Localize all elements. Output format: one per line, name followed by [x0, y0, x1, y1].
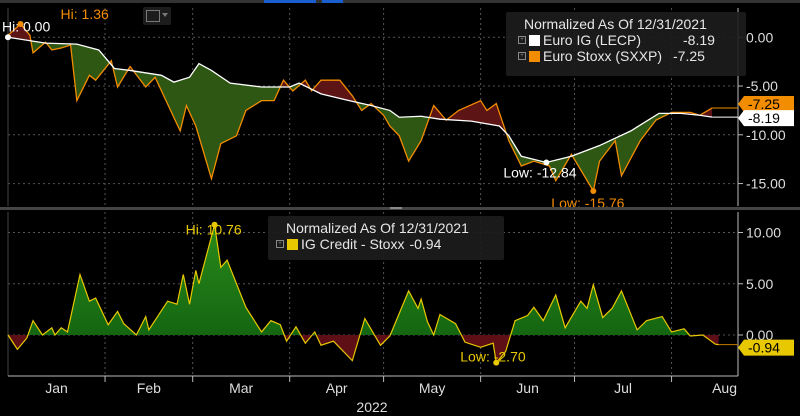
extreme-marker	[17, 20, 24, 27]
extreme-marker	[543, 159, 550, 166]
extreme-label: Low: -12.84	[503, 164, 576, 180]
expand-icon[interactable]: +	[518, 36, 526, 44]
x-tick-label: Feb	[137, 380, 161, 396]
extreme-label: Low: -2.70	[460, 349, 526, 365]
legend-label: Euro IG (LECP)	[543, 32, 642, 48]
chevron-down-icon	[162, 13, 168, 17]
extreme-label: Hi: 0.00	[2, 18, 50, 34]
x-tick-label: Jun	[516, 380, 539, 396]
x-tick-label: Jan	[45, 380, 68, 396]
extreme-marker	[590, 187, 597, 194]
legend-item-euro-ig[interactable]: + Euro IG (LECP) -8.19	[518, 32, 746, 48]
x-tick-label: Mar	[229, 380, 253, 396]
y-tick-label: -15.00	[746, 176, 786, 192]
panel-resize-handle	[390, 207, 402, 209]
bottom-legend: Normalized As Of 12/31/2021 + IG Credit …	[268, 216, 504, 260]
series-line-euro-ig	[7, 36, 713, 164]
legend-title: Normalized As Of 12/31/2021	[286, 220, 469, 236]
top-tab-bar	[0, 0, 800, 3]
y-tick-label: 10.00	[746, 225, 781, 241]
last-value-badge-euro-stoxx	[738, 95, 794, 112]
series-line-euro-stoxx	[7, 23, 713, 193]
y-tick-label: -5.00	[746, 78, 778, 94]
y-tick-label: 0.00	[746, 29, 773, 45]
legend-swatch	[529, 34, 540, 46]
extreme-label: Hi: 1.36	[61, 6, 109, 22]
chart-type-button[interactable]	[143, 7, 171, 25]
legend-title: Normalized As Of 12/31/2021	[524, 16, 707, 32]
expand-icon[interactable]: +	[518, 52, 526, 60]
legend-label: Euro Stoxx (SXXP)	[543, 48, 663, 64]
legend-value: -0.94	[409, 236, 442, 252]
extreme-label: Hi: 10.76	[186, 222, 242, 238]
last-value-badge-diff-label: -0.94	[748, 340, 780, 356]
y-tick-label: 5.00	[746, 276, 773, 292]
tab-indicator[interactable]	[322, 0, 343, 3]
last-value-badge-diff	[738, 339, 794, 356]
x-tick-label: May	[419, 380, 445, 396]
top-legend: Normalized As Of 12/31/2021 + Euro IG (L…	[506, 12, 746, 76]
legend-value: -7.25	[673, 48, 705, 64]
extreme-label: Low: -15.76	[551, 195, 624, 211]
legend-item-euro-stoxx[interactable]: + Euro Stoxx (SXXP) -7.25	[518, 48, 746, 64]
area-fill-positive	[8, 224, 719, 335]
extreme-marker	[211, 221, 218, 228]
y-tick-label: 0.00	[746, 327, 773, 343]
legend-label: IG Credit - Stoxx	[301, 236, 405, 252]
active-tab-indicator[interactable]	[264, 0, 316, 3]
expand-icon[interactable]: +	[276, 240, 284, 248]
legend-item-ig-credit-stoxx[interactable]: + IG Credit - Stoxx -0.94	[276, 236, 504, 252]
line-chart-icon	[146, 10, 160, 22]
x-axis-year-label: 2022	[356, 399, 387, 415]
legend-value: -8.19	[683, 32, 715, 48]
x-tick-label: Aug	[712, 380, 737, 396]
y-tick-label: -10.00	[746, 127, 786, 143]
legend-swatch	[287, 238, 298, 250]
legend-swatch	[529, 50, 540, 62]
x-tick-label: Apr	[326, 380, 348, 396]
extreme-marker	[5, 34, 11, 41]
last-value-badge-euro-stoxx-label: -7.25	[748, 96, 780, 112]
last-value-badge-euro-ig-label: -8.19	[748, 110, 780, 126]
x-tick-label: Jul	[614, 380, 632, 396]
series-line-ig-credit-stoxx	[7, 224, 719, 365]
extreme-marker	[493, 359, 500, 366]
last-value-badge-euro-ig	[738, 110, 794, 127]
